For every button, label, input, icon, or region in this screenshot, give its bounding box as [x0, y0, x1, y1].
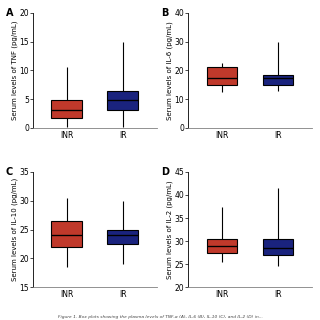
Bar: [52, 221, 82, 247]
Bar: [206, 239, 237, 252]
Text: D: D: [161, 167, 169, 177]
Y-axis label: Serum levels of TNF (pg/mL): Serum levels of TNF (pg/mL): [12, 20, 18, 120]
Bar: [108, 91, 138, 109]
Text: A: A: [6, 8, 13, 18]
Bar: [206, 68, 237, 85]
Text: B: B: [161, 8, 169, 18]
Bar: [52, 100, 82, 117]
Text: C: C: [6, 167, 13, 177]
Y-axis label: Serum levels of IL-6 (pg/mL): Serum levels of IL-6 (pg/mL): [166, 21, 173, 120]
Y-axis label: Serum levels of IL-2 (pg/mL): Serum levels of IL-2 (pg/mL): [166, 180, 173, 279]
Bar: [263, 75, 293, 85]
Text: Figure 1. Box plots showing the plasma levels of TNF-α (A), IL-6 (B), IL-10 (C),: Figure 1. Box plots showing the plasma l…: [58, 316, 262, 319]
Y-axis label: Serum levels of IL-10 (pg/mL): Serum levels of IL-10 (pg/mL): [11, 178, 18, 281]
Bar: [108, 229, 138, 244]
Bar: [263, 239, 293, 255]
